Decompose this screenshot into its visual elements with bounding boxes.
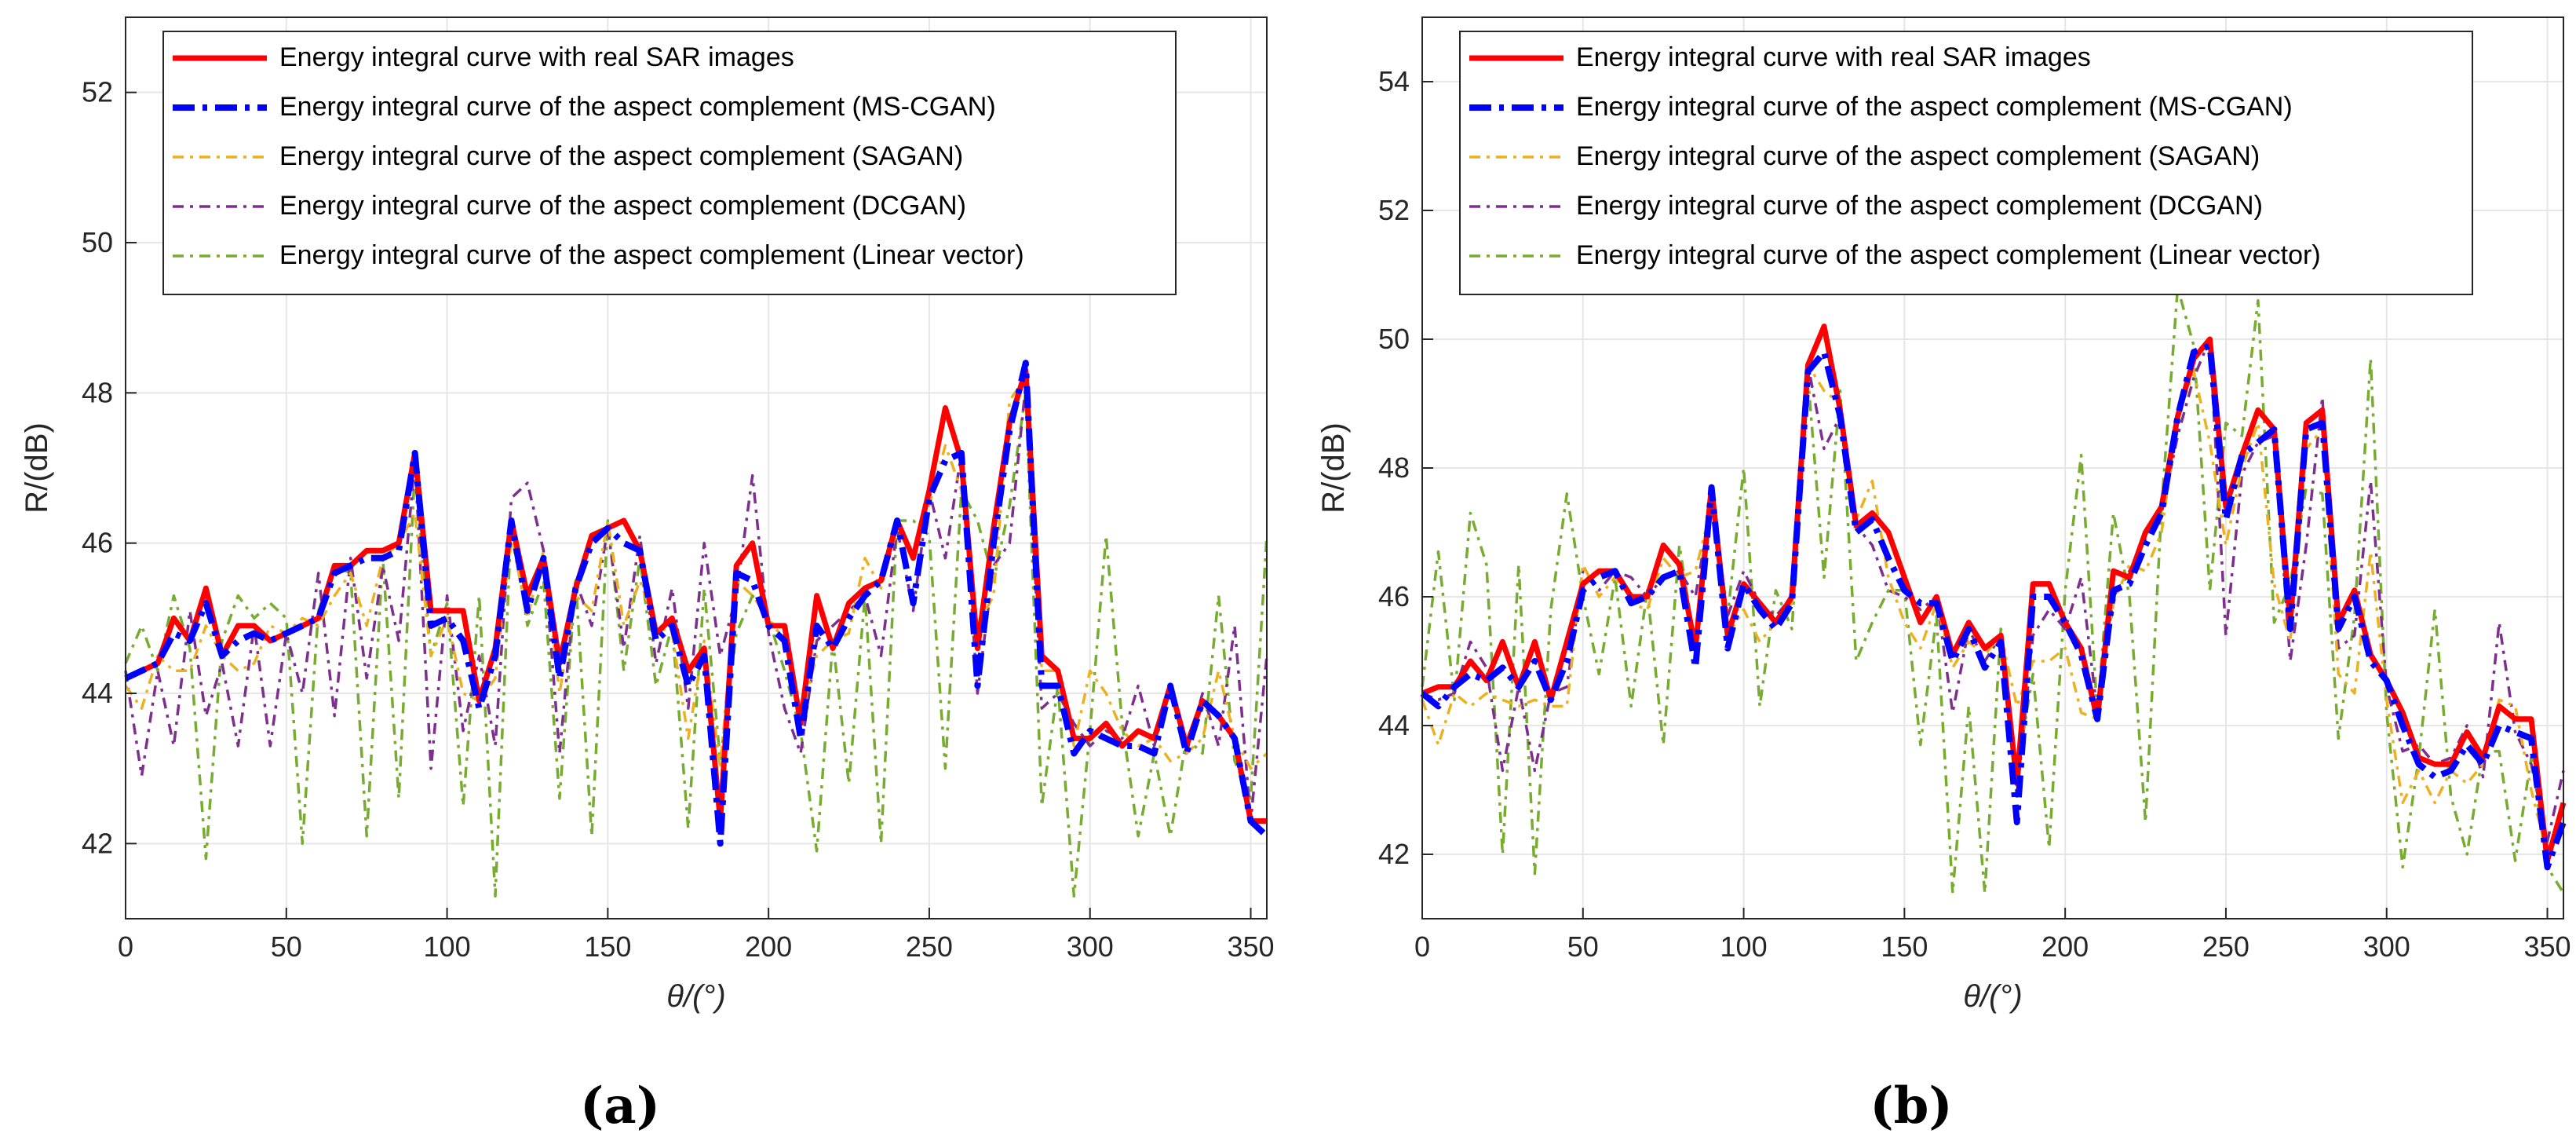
legend-label-sagan: Energy integral curve of the aspect comp…	[1576, 141, 2260, 171]
x-tick-label: 200	[2041, 930, 2089, 963]
legend: Energy integral curve with real SAR imag…	[1459, 31, 2473, 295]
series-line-real	[124, 367, 1267, 824]
legend-box	[1459, 31, 2473, 295]
y-tick-label: 52	[1378, 194, 1410, 226]
y-tick-label: 48	[1378, 452, 1410, 484]
legend-label-linear: Energy integral curve of the aspect comp…	[1576, 240, 2321, 270]
x-tick-label: 250	[906, 930, 953, 963]
legend-label-real: Energy integral curve with real SAR imag…	[1576, 42, 2091, 72]
x-tick-label: 350	[2523, 930, 2571, 963]
axes-box	[125, 16, 1268, 919]
panel-label: (a)	[580, 1077, 660, 1135]
legend-box	[162, 31, 1177, 295]
x-tick-label: 0	[118, 930, 133, 963]
y-tick-label: 44	[1378, 709, 1410, 741]
series-line-linear	[1421, 286, 2565, 894]
series-line-sagan	[124, 376, 1268, 770]
x-tick-label: 200	[745, 930, 792, 963]
y-tick-label: 54	[1378, 65, 1410, 97]
panel-b: 0 50 100 150 200 250 300 350 42 44 46 48 50 52 54 θ/(°)…	[1316, 16, 2571, 1135]
series-line-linear	[124, 391, 1268, 898]
legend-label-linear: Energy integral curve of the aspect comp…	[279, 240, 1024, 270]
y-tick-label: 42	[1378, 838, 1410, 870]
x-tick-label: 250	[2202, 930, 2249, 963]
legend: Energy integral curve with real SAR imag…	[162, 31, 1177, 295]
y-tick-label: 48	[82, 376, 113, 408]
legend-label-sagan: Energy integral curve of the aspect comp…	[279, 141, 963, 171]
legend-label-real: Energy integral curve with real SAR imag…	[279, 42, 794, 72]
x-tick-label: 100	[424, 930, 471, 963]
x-tick-label: 300	[1067, 930, 1114, 963]
x-tick-label: 100	[1720, 930, 1768, 963]
series-line-mscgan	[1420, 342, 2567, 871]
x-axis-label: θ/(°)	[1963, 979, 2022, 1014]
series-line-dcgan	[1421, 338, 2565, 843]
legend-label-dcgan: Energy integral curve of the aspect comp…	[279, 191, 966, 221]
x-tick-label: 300	[2363, 930, 2410, 963]
series-line-dcgan	[124, 384, 1268, 823]
y-tick-label: 46	[1378, 580, 1410, 612]
panel-label: (b)	[1870, 1077, 1952, 1135]
legend-label-mscgan: Energy integral curve of the aspect comp…	[1576, 92, 2293, 122]
panel-a: 0 50 100 150 200 250 300 350 42 44 46 48 50 52 θ/(°) R/…	[20, 16, 1275, 1135]
y-tick-label: 52	[82, 76, 113, 108]
x-tick-label: 50	[1567, 930, 1599, 963]
y-tick-label: 50	[82, 226, 113, 258]
x-axis-label: θ/(°)	[666, 979, 725, 1014]
legend-label-mscgan: Energy integral curve of the aspect comp…	[279, 92, 996, 122]
series-line-mscgan	[124, 360, 1269, 847]
legend-label-dcgan: Energy integral curve of the aspect comp…	[1576, 191, 2263, 221]
x-tick-label: 350	[1227, 930, 1274, 963]
y-tick-label: 50	[1378, 323, 1410, 355]
y-axis-label: R/(dB)	[1316, 422, 1351, 514]
x-tick-label: 150	[584, 930, 631, 963]
y-axis-label: R/(dB)	[20, 422, 54, 514]
x-tick-label: 150	[1881, 930, 1928, 963]
y-tick-label: 42	[82, 827, 113, 859]
x-tick-label: 50	[271, 930, 302, 963]
y-tick-label: 44	[82, 677, 113, 709]
y-tick-label: 46	[82, 527, 113, 559]
x-tick-label: 0	[1414, 930, 1430, 963]
